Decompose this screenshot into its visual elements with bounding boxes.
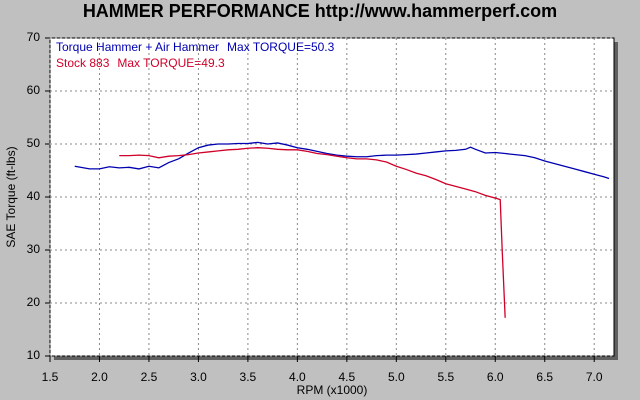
- x-tick-label: 2.0: [91, 370, 108, 384]
- plot-area: [49, 37, 615, 357]
- legend-annotation: Max TORQUE=50.3: [227, 40, 335, 54]
- x-tick-label: 5.0: [388, 370, 405, 384]
- x-tick-label: 2.5: [141, 370, 158, 384]
- y-tick-label: 70: [27, 30, 41, 44]
- x-tick-label: 1.5: [42, 370, 59, 384]
- y-tick-label: 20: [27, 295, 41, 309]
- x-axis-label: RPM (x1000): [297, 383, 368, 397]
- legend-label: Stock 883: [56, 56, 110, 70]
- legend-annotation: Max TORQUE=49.3: [117, 56, 225, 70]
- x-tick-label: 6.5: [536, 370, 553, 384]
- x-tick-label: 4.5: [338, 370, 355, 384]
- y-tick-label: 40: [27, 189, 41, 203]
- y-tick-label: 60: [27, 83, 41, 97]
- y-tick-label: 50: [27, 136, 41, 150]
- y-tick-label: 10: [27, 348, 41, 362]
- y-tick-label: 30: [27, 242, 41, 256]
- x-tick-label: 6.0: [487, 370, 504, 384]
- chart-title: HAMMER PERFORMANCE http://www.hammerperf…: [83, 1, 557, 21]
- x-tick-label: 3.5: [240, 370, 257, 384]
- x-tick-label: 5.5: [437, 370, 454, 384]
- y-axis-label: SAE Torque (ft-lbs): [4, 146, 18, 247]
- series-line: [74, 141, 610, 180]
- series-line: [119, 147, 506, 318]
- x-tick-label: 7.0: [586, 370, 603, 384]
- x-tick-label: 3.0: [190, 370, 207, 384]
- legend-label: Torque Hammer + Air Hammer: [56, 40, 219, 54]
- x-tick-label: 4.0: [289, 370, 306, 384]
